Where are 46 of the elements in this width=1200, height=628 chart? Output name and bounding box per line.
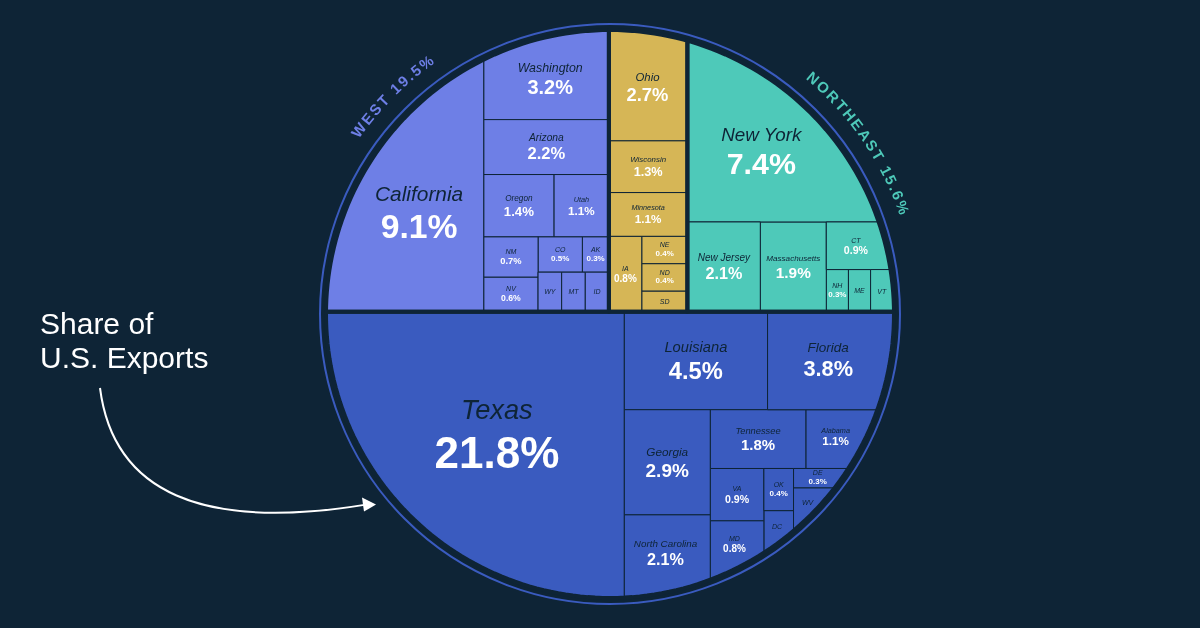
- category-label: Oregon: [505, 194, 533, 204]
- data-label: 2.1%: [705, 264, 743, 283]
- category-label: Massachusetts: [766, 254, 821, 264]
- data-label: 2.1%: [647, 550, 684, 569]
- data-label: 0.4%: [655, 249, 674, 258]
- category-label: Louisiana: [664, 339, 728, 356]
- data-label: 0.8%: [614, 272, 637, 284]
- data-label: 3.2%: [527, 76, 574, 99]
- category-label: New York: [721, 124, 804, 146]
- data-label: 3.8%: [803, 355, 854, 381]
- data-label: 0.3%: [808, 476, 827, 486]
- category-label: Texas: [461, 394, 534, 426]
- data-label: 1.4%: [503, 203, 535, 219]
- data-label: 0.8%: [723, 543, 746, 555]
- text: Share of U.S. Exports: [40, 307, 209, 374]
- category-label: Arizona: [527, 132, 565, 144]
- data-label: 2.9%: [645, 459, 689, 481]
- data-label: 7.4%: [726, 146, 796, 181]
- data-label: 0.3%: [828, 289, 847, 299]
- category-label: California: [375, 181, 464, 205]
- category-label: Georgia: [646, 444, 689, 458]
- data-label: 4.5%: [668, 357, 723, 384]
- data-label: 9.1%: [380, 206, 458, 245]
- data-label: 2.2%: [527, 144, 566, 164]
- data-label: 0.9%: [725, 492, 750, 505]
- data-label: 1.1%: [568, 203, 596, 217]
- data-label: 0.3%: [586, 253, 605, 263]
- category-label: New Jersey: [697, 252, 751, 264]
- data-label: 0.5%: [551, 253, 570, 263]
- data-label: 21.8%: [434, 427, 560, 477]
- data-label: 0.4%: [655, 276, 674, 286]
- category-label: Washington: [517, 61, 583, 76]
- data-label: 0.4%: [769, 488, 788, 498]
- data-label: 1.1%: [634, 212, 663, 226]
- category-label: North Carolina: [633, 538, 698, 550]
- data-label: 0.6%: [501, 293, 522, 304]
- data-label: 1.1%: [822, 434, 850, 448]
- category-label: Ohio: [635, 70, 660, 83]
- data-label: 1.9%: [775, 264, 812, 282]
- category-label: Tennessee: [735, 425, 781, 436]
- data-label: 1.8%: [740, 436, 776, 454]
- data-label: 1.3%: [633, 164, 663, 180]
- data-label: 0.9%: [843, 244, 869, 257]
- data-label: 2.7%: [626, 83, 669, 105]
- data-label: 0.7%: [500, 256, 523, 267]
- category-label: Florida: [807, 340, 850, 356]
